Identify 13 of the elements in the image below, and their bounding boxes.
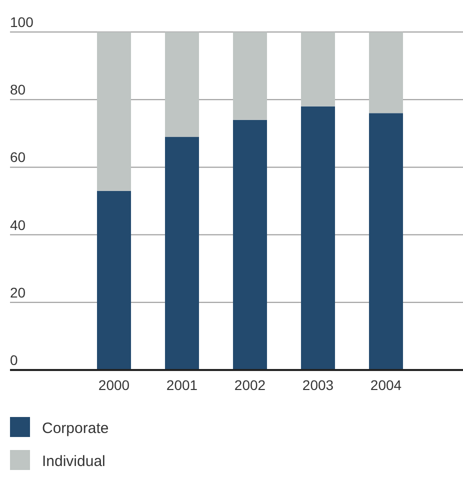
legend-label: Individual xyxy=(42,453,106,470)
y-tick-label: 60 xyxy=(10,149,26,166)
x-tick-label: 2004 xyxy=(370,377,402,393)
y-tick-label: 100 xyxy=(10,14,34,30)
y-tick-label: 40 xyxy=(10,216,26,233)
x-tick-label: 2000 xyxy=(98,377,130,393)
y-tick-label: 80 xyxy=(10,82,26,98)
x-tick-label: 2003 xyxy=(302,377,334,393)
y-tick-label: 20 xyxy=(10,284,26,300)
y-tick-label: 0 xyxy=(10,352,18,368)
legend-label: Corporate xyxy=(42,420,109,437)
x-tick-label: 2002 xyxy=(234,377,266,393)
x-tick-label: 2001 xyxy=(166,377,198,393)
